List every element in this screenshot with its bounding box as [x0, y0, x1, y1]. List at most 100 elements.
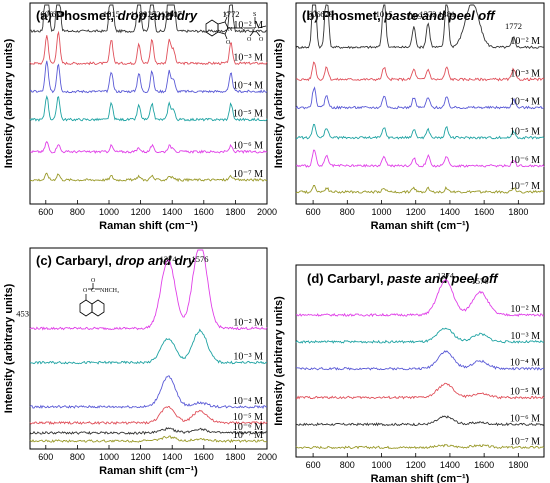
spectrum-line-c-5: [29, 435, 268, 443]
peak-label-b-1272: 1272: [420, 9, 437, 19]
spectrum-line-d-2: [295, 350, 545, 371]
concentration-label-a-1: 10⁻³ M: [233, 52, 263, 63]
peak-label-a-1189: 1189: [131, 9, 148, 19]
concentration-label-c-5: 10⁻⁷ M: [233, 430, 263, 441]
spectrum-line-d-3: [295, 382, 545, 400]
x-tick-label-d-1800: 1800: [508, 460, 528, 470]
x-tick-label-b-800: 800: [340, 207, 355, 217]
x-tick-label-b-1000: 1000: [372, 207, 392, 217]
spectrum-line-c-0: [29, 249, 268, 331]
concentration-label-a-0: 10⁻² M: [233, 20, 263, 31]
concentration-label-a-4: 10⁻⁶ M: [233, 141, 263, 152]
spectrum-line-b-3: [296, 123, 545, 140]
x-tick-label-a-1000: 1000: [99, 207, 119, 217]
peak-label-a-679: 679: [52, 9, 65, 19]
peak-label-c-453: 453: [16, 308, 29, 318]
x-tick-label-a-600: 600: [38, 207, 53, 217]
phosmet-structure-o3-glyph: O: [247, 37, 252, 43]
peak-label-a-1381: 1381: [161, 9, 178, 19]
spectrum-line-c-4: [29, 426, 268, 436]
x-tick-label-b-1200: 1200: [406, 207, 426, 217]
chart-title-a: (a) Phosmet, drop and dry: [36, 8, 198, 23]
concentration-label-b-0: 10⁻² M: [510, 36, 540, 47]
peak-label-b-1015: 1015: [376, 9, 393, 19]
x-tick-label-d-600: 600: [306, 460, 321, 470]
peak-label-a-606: 606: [40, 9, 53, 19]
concentration-label-c-1: 10⁻³ M: [233, 352, 263, 363]
panel-a: (a) Phosmet, drop and dry 600 800 1000 1200 1…: [3, 2, 277, 232]
spectrum-line-a-4: [30, 140, 268, 154]
chart-title-method-c: drop and dry: [115, 253, 195, 268]
peak-label-b-606: 606: [308, 9, 321, 19]
plot-frame-d: [295, 264, 545, 458]
phosmet-structure-o4-glyph: O: [259, 37, 264, 43]
x-tick-label-c-1800: 1800: [225, 452, 245, 462]
x-tick-label-b-1400: 1400: [440, 207, 460, 217]
concentration-label-a-5: 10⁻⁷ M: [233, 169, 263, 180]
x-tick-label-c-1200: 1200: [131, 452, 151, 462]
x-tick-label-d-1600: 1600: [474, 460, 494, 470]
plot-frame-c: [29, 247, 268, 450]
x-tick-label-c-1000: 1000: [99, 452, 119, 462]
x-tick-label-b-1800: 1800: [508, 207, 528, 217]
chart-title-d: (d) Carbaryl, paste and peel off: [307, 271, 499, 286]
peak-label-d-1374: 1374: [437, 270, 455, 280]
peak-label-a-1407: 1407: [165, 9, 182, 19]
x-tick-label-d-1200: 1200: [406, 460, 426, 470]
peak-label-b-1772: 1772: [505, 21, 522, 31]
x-tick-label-a-800: 800: [70, 207, 85, 217]
x-tick-label-c-1600: 1600: [194, 452, 214, 462]
x-tick-label-c-600: 600: [38, 452, 53, 462]
peak-label-c-1576: 1576: [192, 254, 209, 264]
carbaryl-structure-o2-glyph: O: [91, 278, 96, 284]
x-tick-label-a-1600: 1600: [194, 207, 214, 217]
concentration-label-d-0: 10⁻² M: [510, 304, 540, 315]
carbaryl-structure-o1-glyph: O: [83, 288, 88, 294]
spectrum-line-c-1: [29, 328, 267, 365]
panel-c: (c) Carbaryl, drop and dry 600 800 1000 1200…: [3, 247, 277, 477]
spectrum-line-b-0: [295, 4, 545, 50]
x-tick-label-a-1400: 1400: [162, 207, 182, 217]
carbaryl-structure-nhch3-glyph: NHCH₃: [100, 288, 119, 294]
phosmet-structure-o2-glyph: O: [226, 40, 231, 46]
peak-label-a-1015: 1015: [103, 9, 120, 19]
y-axis-label-c: Intensity (arbitrary units): [3, 283, 15, 413]
x-axis-label-d: Raman shift (cm⁻¹): [371, 473, 470, 483]
spectrum-line-d-4: [295, 415, 545, 427]
phosmet-structure-s2-glyph: S: [253, 12, 256, 18]
y-axis-label-a: Intensity (arbitrary units): [3, 38, 15, 168]
concentration-label-c-2: 10⁻⁴ M: [233, 396, 263, 407]
peak-label-a-1272: 1272: [143, 9, 160, 19]
concentration-label-b-5: 10⁻⁷ M: [510, 181, 540, 192]
x-tick-label-b-600: 600: [306, 207, 321, 217]
x-tick-label-c-2000: 2000: [257, 452, 277, 462]
x-tick-label-d-1000: 1000: [372, 460, 392, 470]
peak-label-b-1381: 1381: [438, 9, 455, 19]
concentration-label-d-4: 10⁻⁶ M: [510, 413, 540, 424]
spectrum-line-b-4: [295, 149, 545, 168]
x-tick-label-c-800: 800: [70, 452, 85, 462]
peak-label-b-1189: 1189: [405, 11, 422, 21]
concentration-label-d-3: 10⁻⁵ M: [510, 386, 540, 397]
plot-frame-b: [295, 2, 545, 205]
plot-frame-a: [29, 2, 268, 205]
concentration-label-b-2: 10⁻⁴ M: [510, 97, 540, 108]
concentration-label-d-2: 10⁻⁴ M: [510, 358, 540, 369]
spectrum-line-c-2: [29, 375, 268, 410]
chart-title-method-d: paste and peel off: [386, 271, 499, 286]
x-tick-label-c-1400: 1400: [162, 452, 182, 462]
peak-label-c-1374: 1374: [160, 254, 178, 264]
peak-label-a-1772: 1772: [222, 9, 239, 19]
y-axis-label-b: Intensity (arbitrary units): [273, 38, 285, 168]
concentration-label-b-1: 10⁻³ M: [510, 68, 540, 79]
x-tick-label-a-2000: 2000: [257, 207, 277, 217]
chart-title-method-a: drop and dry: [118, 8, 198, 23]
concentration-label-b-3: 10⁻⁵ M: [510, 127, 540, 138]
spectrum-line-b-2: [295, 86, 545, 110]
concentration-label-a-2: 10⁻⁴ M: [233, 80, 263, 91]
x-axis-label-b: Raman shift (cm⁻¹): [371, 220, 470, 232]
concentration-label-d-5: 10⁻⁷ M: [510, 436, 540, 447]
spectrum-line-d-0: [295, 278, 545, 318]
